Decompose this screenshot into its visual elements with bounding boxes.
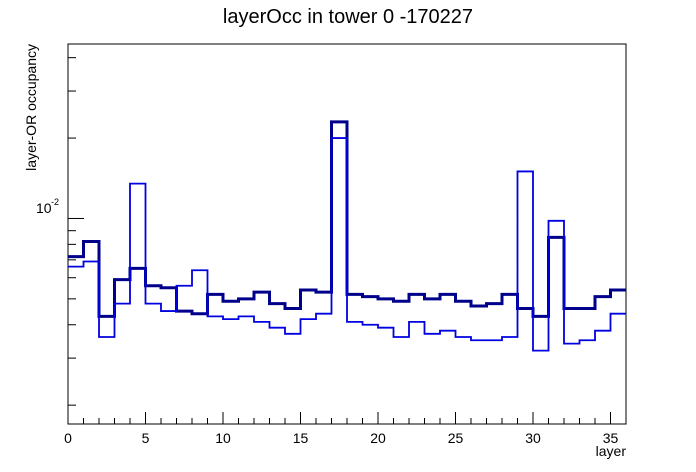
- y-axis-label: layer-OR occupancy: [23, 44, 39, 171]
- series-group: [68, 120, 626, 352]
- y-tick-label-exponent: -2: [51, 197, 59, 207]
- x-tick-label: 15: [293, 430, 309, 446]
- x-tick-label: 0: [64, 430, 72, 446]
- series-2-line: [68, 137, 626, 352]
- x-tick-label: 5: [142, 430, 150, 446]
- x-axis-label: layer: [596, 443, 627, 459]
- chart-title: layerOcc in tower 0 -170227: [222, 6, 474, 28]
- y-axis-ticks: [68, 57, 84, 406]
- x-tick-label: 30: [525, 430, 541, 446]
- x-tick-label: 35: [603, 430, 619, 446]
- y-tick-label-10e-2: 10 -2: [36, 197, 59, 216]
- x-tick-label: 10: [215, 430, 231, 446]
- x-tick-label: 20: [370, 430, 386, 446]
- x-tick-label: 25: [448, 430, 464, 446]
- series-1-line: [68, 120, 626, 318]
- x-axis-ticks: 0 5 10 15 20 25 30 35: [64, 412, 627, 446]
- y-tick-label-base: 10: [36, 200, 52, 216]
